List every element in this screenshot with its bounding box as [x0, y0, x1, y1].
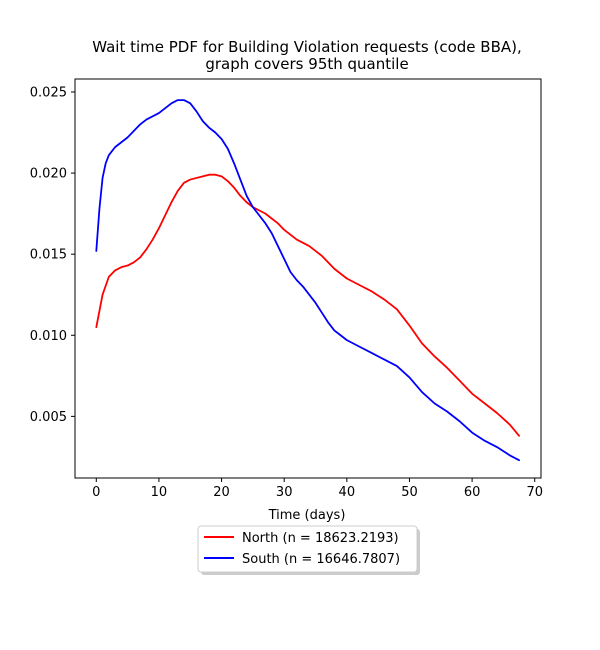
y-tick-label: 0.015 [30, 248, 67, 263]
x-axis-ticks: 0 10 20 30 40 50 60 70 [92, 478, 543, 500]
x-axis-label: Time (days) [268, 508, 346, 523]
x-tick-label: 0 [92, 485, 100, 500]
legend: North (n = 18623.2193) South (n = 16646.… [197, 525, 420, 575]
series-line-south [95, 99, 520, 462]
legend-label-south: South (n = 16646.7807) [242, 552, 400, 567]
y-axis-ticks: 0.005 0.010 0.015 0.020 0.025 [30, 85, 75, 425]
plot-area [74, 78, 542, 479]
y-tick-label: 0.020 [30, 167, 67, 182]
x-tick-label: 50 [401, 485, 418, 500]
x-tick-label: 30 [276, 485, 293, 500]
y-tick-label: 0.025 [30, 85, 67, 100]
x-tick-label: 40 [339, 485, 356, 500]
series-layer [95, 99, 520, 462]
chart-title-line-2: graph covers 95th quantile [205, 55, 408, 73]
x-tick-label: 60 [464, 485, 481, 500]
y-tick-label: 0.005 [30, 410, 67, 425]
series-line-north [95, 173, 520, 437]
x-tick-label: 70 [526, 485, 543, 500]
x-tick-label: 10 [151, 485, 168, 500]
chart-title-line-1: Wait time PDF for Building Violation req… [92, 38, 522, 56]
legend-label-north: North (n = 18623.2193) [242, 531, 399, 546]
legend-box [197, 525, 418, 573]
y-tick-label: 0.010 [30, 329, 67, 344]
x-tick-label: 20 [213, 485, 230, 500]
